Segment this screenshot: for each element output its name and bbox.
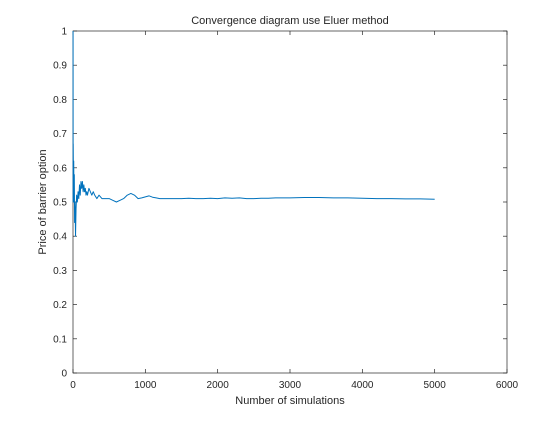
chart-title: Convergence diagram use Eluer method	[191, 15, 389, 27]
x-tick-label: 4000	[351, 380, 374, 391]
y-tick-label: 0.1	[53, 334, 67, 345]
y-axis-label: Price of barrier option	[37, 149, 49, 254]
y-tick-label: 0.8	[53, 95, 67, 106]
x-tick-label: 6000	[496, 380, 519, 391]
x-tick-label: 1000	[134, 380, 157, 391]
x-tick-label: 0	[70, 380, 76, 391]
y-tick-label: 1	[61, 27, 67, 38]
y-tick-label: 0.2	[53, 300, 67, 311]
y-tick-label: 0.4	[53, 232, 67, 243]
y-tick-label: 0	[61, 369, 67, 380]
x-tick-label: 5000	[424, 380, 447, 391]
x-axis-label: Number of simulations	[235, 395, 345, 407]
y-tick-label: 0.3	[53, 266, 67, 277]
y-tick-label: 0.9	[53, 61, 67, 72]
series-group	[72, 30, 435, 237]
y-tick-label: 0.7	[53, 129, 67, 140]
x-ticks: 0 1000 2000 3000 4000 5000 6000	[70, 31, 519, 391]
plot-area	[72, 30, 508, 374]
y-ticks: 0 0.1 0.2 0.3 0.4 0.5 0.6 0.7 0.8 0.9 1	[53, 27, 507, 380]
series-line	[72, 30, 435, 237]
x-tick-label: 2000	[207, 380, 230, 391]
axes-frame	[72, 30, 508, 374]
y-tick-label: 0.6	[53, 163, 67, 174]
y-tick-label: 0.5	[53, 198, 67, 209]
x-tick-label: 3000	[279, 380, 302, 391]
